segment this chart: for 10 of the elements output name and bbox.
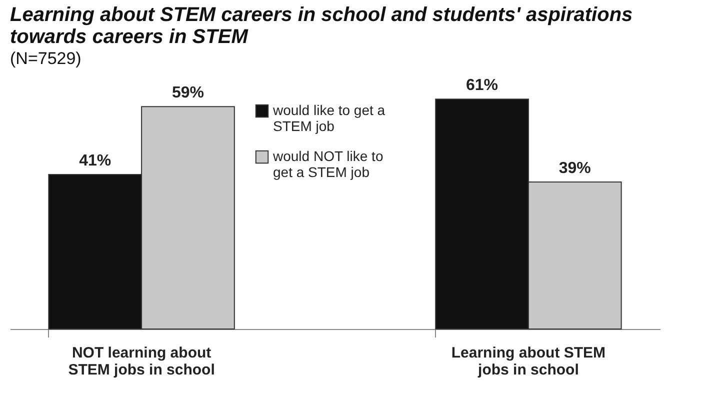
data-label: 41% [79,152,112,170]
chart-subtitle: (N=7529) [10,49,82,68]
legend-label: would NOT like to get a STEM job [272,148,384,180]
chart-title: Learning about STEM careers in school and students' aspirations towards careers in STEM [10,4,633,48]
data-label: 59% [172,84,204,102]
data-label: 39% [558,160,591,177]
legend-label: would like to get a STEM job [272,102,386,134]
data-label: 61% [466,77,498,94]
x-tick-label: NOT learning about STEM jobs in school [68,344,215,378]
x-tick-label: Learning about STEM jobs in school [451,344,606,378]
